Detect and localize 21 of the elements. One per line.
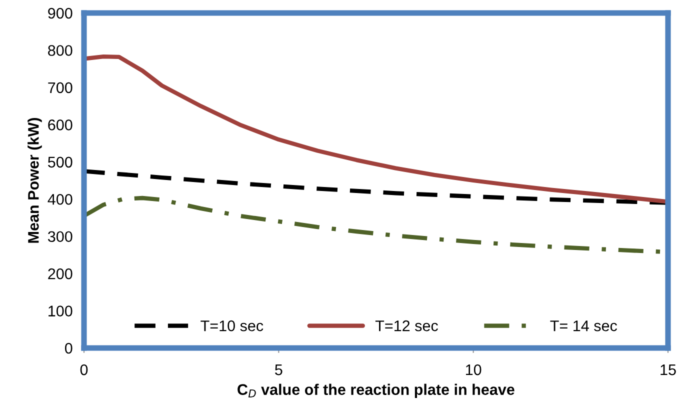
y-tick-label: 700 [48,82,72,94]
legend-label: T=12 sec [375,320,438,332]
x-tick-label: 10 [466,364,482,376]
x-tick-label: 5 [275,364,282,376]
y-tick-label: 500 [48,156,72,168]
y-tick-label: 800 [48,45,72,56]
legend-label: T= 14 sec [550,320,617,332]
y-axis-title: Mean Power (kW) [28,118,42,243]
line-series [84,169,668,205]
y-tick-label: 200 [48,268,72,280]
line-series [84,54,668,204]
y-tick-label: 0 [64,342,72,354]
x-axis-title: C$_{D}$ value of the reaction plate in heave [238,384,514,398]
y-tick-label: 400 [48,194,72,205]
legend-label: T=10 sec [200,320,264,332]
x-tick-label: 15 [660,364,676,376]
y-tick-label: 900 [48,8,72,19]
y-tick-label: 600 [48,120,72,130]
y-tick-label: 300 [48,231,72,242]
x-tick-label: 0 [80,364,88,376]
y-tick-label: 100 [48,306,72,316]
